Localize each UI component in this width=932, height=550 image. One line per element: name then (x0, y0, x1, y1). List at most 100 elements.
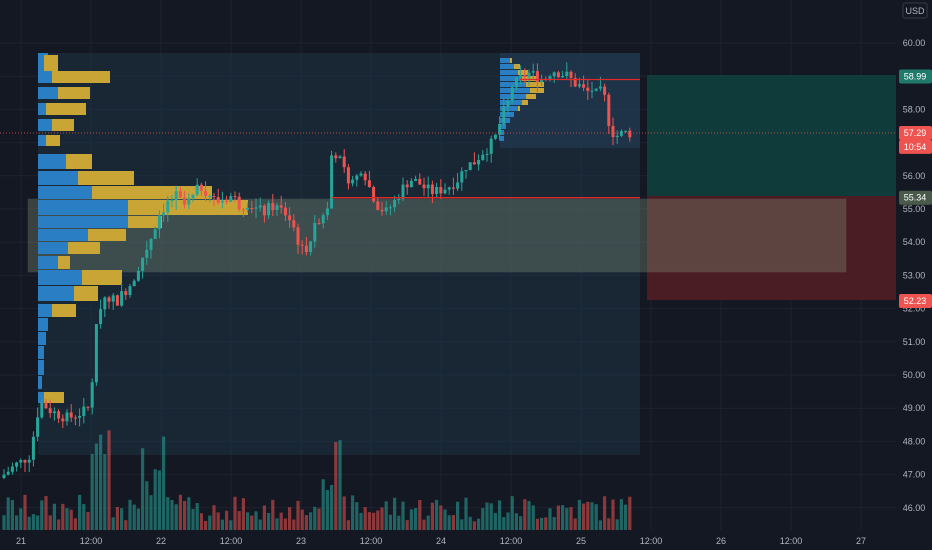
candle-body (561, 75, 565, 78)
countdown-tag-box (899, 139, 932, 154)
volume-profile-bar-buy (38, 55, 44, 71)
volume-bar (52, 503, 56, 530)
volume-bar (367, 512, 371, 530)
price-axis[interactable]: USD 60.0059.0058.0057.0056.0055.0054.005… (896, 0, 932, 530)
volume-bar (124, 520, 128, 530)
volume-profile-bar-buy (38, 304, 52, 317)
volume-bar (321, 479, 325, 530)
price-tick-label: 46.00 (903, 503, 926, 513)
volume-bar (216, 512, 220, 530)
candle-body (447, 187, 451, 190)
currency-label-box[interactable] (902, 2, 928, 19)
volume-bar (246, 512, 250, 530)
volume-profile-bar-sell (52, 119, 74, 131)
volume-bar (439, 505, 443, 530)
candle-body (334, 155, 338, 159)
volume-bar (90, 453, 94, 530)
candle-body (86, 406, 90, 408)
candle-body (430, 184, 434, 195)
candle-body (514, 77, 518, 88)
volume-bar (401, 501, 405, 530)
candle-body (401, 184, 405, 199)
last-price-tag: 57.29 (904, 128, 927, 138)
candle-body (477, 159, 481, 165)
volume-bar (380, 507, 384, 530)
candle-body (271, 203, 275, 210)
volume-bar (514, 513, 518, 530)
volume-bar (170, 499, 174, 530)
candle-body (191, 194, 195, 199)
value-area-rectangle[interactable] (27, 198, 847, 273)
currency-label: USD (905, 6, 925, 16)
volume-bar (145, 481, 149, 530)
candle-body (573, 77, 577, 87)
volume-profile-bar-buy (38, 286, 74, 301)
candle-body (615, 135, 619, 138)
candle-body (6, 471, 10, 475)
volume-bar (363, 507, 367, 530)
volume-profile-bar-sell (44, 392, 64, 403)
candle-body (531, 71, 535, 73)
candle-body (313, 223, 317, 242)
candle-body (577, 84, 581, 87)
volume-bar (611, 499, 615, 530)
candle-body (414, 178, 418, 181)
horizontal-levels (0, 78, 896, 199)
volume-profile-bar-sell (82, 270, 122, 285)
volume-bar (569, 507, 573, 530)
volume-bar (464, 497, 468, 530)
volume-profile-bar-buy (38, 392, 44, 403)
candle-body (254, 207, 258, 209)
volume-bar (48, 515, 52, 530)
candle-body (346, 167, 350, 184)
candle-body (73, 417, 77, 419)
volume-bar (577, 499, 581, 530)
volume-bar (594, 504, 598, 530)
candle-body (99, 309, 103, 325)
entry-price-tag: 55.34 (904, 193, 927, 203)
candle-body (262, 205, 266, 216)
candle-body (397, 198, 401, 201)
volume-bar (199, 513, 203, 530)
candle-body (384, 207, 388, 212)
volume-bar (313, 506, 317, 530)
candle-body (351, 179, 355, 184)
session-profile-bar-buy (500, 106, 518, 111)
volume-bar (493, 512, 497, 530)
volume-bar (267, 513, 271, 530)
volume-bar (271, 499, 275, 530)
volume-profile-bar-buy (38, 332, 46, 345)
volume-bar (99, 434, 103, 530)
candle-body (225, 200, 229, 202)
volume-bar (527, 500, 531, 530)
volume-bar (472, 521, 476, 530)
session-profile-bar-sell (526, 94, 536, 99)
volume-bar (624, 504, 628, 530)
volume-profile-bar-sell (128, 216, 162, 228)
volume-bar (136, 508, 140, 530)
price-tick-label: 56.00 (903, 171, 926, 181)
time-axis[interactable]: 21 12:00 22 12:00 23 12:00 24 12:00 25 12:00 26 12:… (0, 530, 932, 550)
candle-body (485, 153, 489, 155)
volume-bar (2, 515, 6, 530)
candle-body (204, 190, 208, 196)
candle-body (426, 184, 430, 189)
candle-body (296, 227, 300, 245)
candle-body (330, 155, 334, 209)
volume-bar (325, 489, 329, 530)
session-profile-bar-sell (510, 58, 512, 63)
session-profile-bar-buy (500, 100, 522, 105)
volume-bar (586, 501, 590, 530)
volume-bar (275, 518, 279, 530)
volume-profile-bar-buy (38, 376, 42, 389)
volume-bar (153, 469, 157, 530)
volume-bar (619, 499, 623, 530)
position-target-zone[interactable] (647, 75, 896, 196)
volume-bar (19, 508, 23, 530)
volume-bar (300, 509, 304, 530)
volume-bar (397, 515, 401, 530)
volume-bar (414, 508, 418, 530)
position-stop-zone[interactable] (647, 196, 896, 300)
volume-profile-bar-buy (38, 216, 128, 228)
